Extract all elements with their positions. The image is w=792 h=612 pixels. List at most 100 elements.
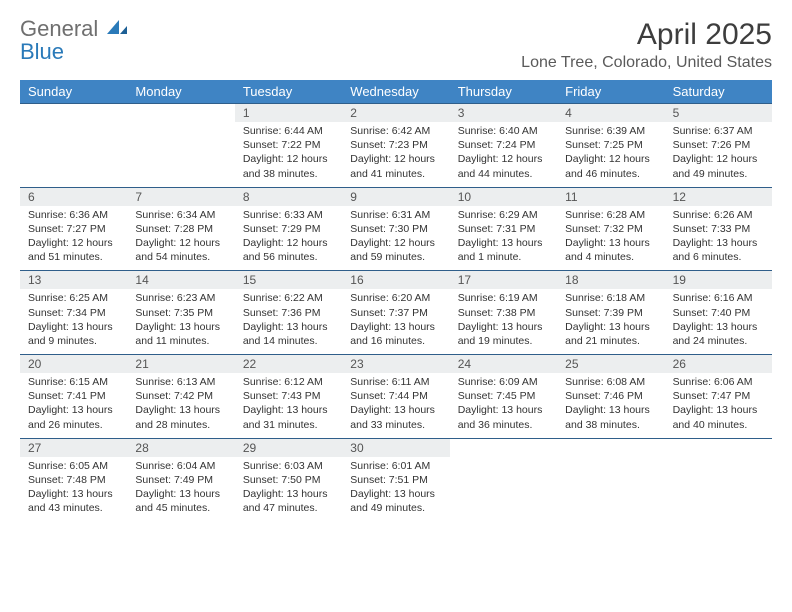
day-content: Sunrise: 6:06 AMSunset: 7:47 PMDaylight:… bbox=[665, 373, 772, 438]
day-number: 4 bbox=[557, 104, 664, 122]
day-content: Sunrise: 6:25 AMSunset: 7:34 PMDaylight:… bbox=[20, 289, 127, 354]
day-number bbox=[20, 104, 127, 122]
day-number: 26 bbox=[665, 355, 772, 373]
sunrise-text: Sunrise: 6:09 AM bbox=[458, 375, 549, 389]
sunset-text: Sunset: 7:48 PM bbox=[28, 473, 119, 487]
day-content: Sunrise: 6:28 AMSunset: 7:32 PMDaylight:… bbox=[557, 206, 664, 271]
day-number: 11 bbox=[557, 188, 664, 206]
sunset-text: Sunset: 7:32 PM bbox=[565, 222, 656, 236]
day-content: Sunrise: 6:15 AMSunset: 7:41 PMDaylight:… bbox=[20, 373, 127, 438]
day-number: 2 bbox=[342, 104, 449, 122]
daylight-text: Daylight: 13 hours and 28 minutes. bbox=[135, 403, 226, 431]
logo-part1: General bbox=[20, 16, 98, 41]
week-content-row: Sunrise: 6:15 AMSunset: 7:41 PMDaylight:… bbox=[20, 373, 772, 438]
daylight-text: Daylight: 12 hours and 59 minutes. bbox=[350, 236, 441, 264]
sunset-text: Sunset: 7:38 PM bbox=[458, 306, 549, 320]
day-number: 19 bbox=[665, 271, 772, 289]
daylight-text: Daylight: 13 hours and 38 minutes. bbox=[565, 403, 656, 431]
day-number: 10 bbox=[450, 188, 557, 206]
day-number: 22 bbox=[235, 355, 342, 373]
day-number: 8 bbox=[235, 188, 342, 206]
day-content: Sunrise: 6:11 AMSunset: 7:44 PMDaylight:… bbox=[342, 373, 449, 438]
daylight-text: Daylight: 13 hours and 26 minutes. bbox=[28, 403, 119, 431]
day-content: Sunrise: 6:34 AMSunset: 7:28 PMDaylight:… bbox=[127, 206, 234, 271]
sunrise-text: Sunrise: 6:42 AM bbox=[350, 124, 441, 138]
sunrise-text: Sunrise: 6:05 AM bbox=[28, 459, 119, 473]
sunset-text: Sunset: 7:33 PM bbox=[673, 222, 764, 236]
calendar: Sunday Monday Tuesday Wednesday Thursday… bbox=[20, 80, 772, 521]
day-number: 14 bbox=[127, 271, 234, 289]
day-content: Sunrise: 6:42 AMSunset: 7:23 PMDaylight:… bbox=[342, 122, 449, 187]
day-content: Sunrise: 6:01 AMSunset: 7:51 PMDaylight:… bbox=[342, 457, 449, 522]
daylight-text: Daylight: 13 hours and 1 minute. bbox=[458, 236, 549, 264]
day-content: Sunrise: 6:20 AMSunset: 7:37 PMDaylight:… bbox=[342, 289, 449, 354]
sunrise-text: Sunrise: 6:31 AM bbox=[350, 208, 441, 222]
week-daynum-row: 6789101112 bbox=[20, 187, 772, 206]
sunrise-text: Sunrise: 6:39 AM bbox=[565, 124, 656, 138]
day-number: 23 bbox=[342, 355, 449, 373]
day-number: 1 bbox=[235, 104, 342, 122]
weeks-container: 12345Sunrise: 6:44 AMSunset: 7:22 PMDayl… bbox=[20, 103, 772, 521]
day-content: Sunrise: 6:31 AMSunset: 7:30 PMDaylight:… bbox=[342, 206, 449, 271]
day-content: Sunrise: 6:12 AMSunset: 7:43 PMDaylight:… bbox=[235, 373, 342, 438]
day-content bbox=[450, 457, 557, 522]
daylight-text: Daylight: 12 hours and 54 minutes. bbox=[135, 236, 226, 264]
day-number: 9 bbox=[342, 188, 449, 206]
daylight-text: Daylight: 12 hours and 44 minutes. bbox=[458, 152, 549, 180]
dayname-tue: Tuesday bbox=[235, 80, 342, 103]
location-text: Lone Tree, Colorado, United States bbox=[521, 54, 772, 72]
day-number: 21 bbox=[127, 355, 234, 373]
day-number: 12 bbox=[665, 188, 772, 206]
day-content bbox=[557, 457, 664, 522]
day-number: 6 bbox=[20, 188, 127, 206]
dayname-sun: Sunday bbox=[20, 80, 127, 103]
sunset-text: Sunset: 7:24 PM bbox=[458, 138, 549, 152]
day-number: 30 bbox=[342, 439, 449, 457]
sunrise-text: Sunrise: 6:18 AM bbox=[565, 291, 656, 305]
logo-part2: Blue bbox=[20, 39, 64, 64]
sunrise-text: Sunrise: 6:23 AM bbox=[135, 291, 226, 305]
week-content-row: Sunrise: 6:05 AMSunset: 7:48 PM Daylight:… bbox=[20, 457, 772, 522]
sunset-text: Sunset: 7:30 PM bbox=[350, 222, 441, 236]
day-number bbox=[450, 439, 557, 457]
sunrise-text: Sunrise: 6:29 AM bbox=[458, 208, 549, 222]
daylight-text: Daylight: 13 hours and 24 minutes. bbox=[673, 320, 764, 348]
day-content: Sunrise: 6:04 AMSunset: 7:49 PMDaylight:… bbox=[127, 457, 234, 522]
daylight-text: Daylight: 12 hours and 46 minutes. bbox=[565, 152, 656, 180]
sunrise-text: Sunrise: 6:03 AM bbox=[243, 459, 334, 473]
day-content: Sunrise: 6:40 AMSunset: 7:24 PMDaylight:… bbox=[450, 122, 557, 187]
sunset-text: Sunset: 7:51 PM bbox=[350, 473, 441, 487]
day-number: 18 bbox=[557, 271, 664, 289]
day-content: Sunrise: 6:16 AMSunset: 7:40 PMDaylight:… bbox=[665, 289, 772, 354]
logo: General Blue bbox=[20, 18, 129, 64]
daylight-text: Daylight: 13 hours and 4 minutes. bbox=[565, 236, 656, 264]
day-number: 28 bbox=[127, 439, 234, 457]
sunset-text: Sunset: 7:45 PM bbox=[458, 389, 549, 403]
week-content-row: Sunrise: 6:36 AMSunset: 7:27 PMDaylight:… bbox=[20, 206, 772, 271]
sunset-text: Sunset: 7:44 PM bbox=[350, 389, 441, 403]
sunrise-text: Sunrise: 6:19 AM bbox=[458, 291, 549, 305]
week-daynum-row: 13141516171819 bbox=[20, 270, 772, 289]
sunrise-text: Sunrise: 6:08 AM bbox=[565, 375, 656, 389]
sunset-text: Sunset: 7:39 PM bbox=[565, 306, 656, 320]
daylight-text: Daylight: 13 hours and 9 minutes. bbox=[28, 320, 119, 348]
sunset-text: Sunset: 7:37 PM bbox=[350, 306, 441, 320]
sunset-text: Sunset: 7:49 PM bbox=[135, 473, 226, 487]
daylight-text: Daylight: 13 hours and 31 minutes. bbox=[243, 403, 334, 431]
sunset-text: Sunset: 7:43 PM bbox=[243, 389, 334, 403]
day-number: 24 bbox=[450, 355, 557, 373]
day-content bbox=[665, 457, 772, 522]
daylight-text: Daylight: 13 hours and 36 minutes. bbox=[458, 403, 549, 431]
sunset-text: Sunset: 7:40 PM bbox=[673, 306, 764, 320]
sunset-text: Sunset: 7:36 PM bbox=[243, 306, 334, 320]
day-number: 25 bbox=[557, 355, 664, 373]
day-number bbox=[127, 104, 234, 122]
daylight-text: Daylight: 13 hours and 40 minutes. bbox=[673, 403, 764, 431]
sunset-text: Sunset: 7:41 PM bbox=[28, 389, 119, 403]
sunset-text: Sunset: 7:25 PM bbox=[565, 138, 656, 152]
daylight-text: Daylight: 13 hours and 45 minutes. bbox=[135, 487, 226, 515]
day-content: Sunrise: 6:05 AMSunset: 7:48 PMDaylight:… bbox=[20, 457, 127, 522]
sunrise-text: Sunrise: 6:34 AM bbox=[135, 208, 226, 222]
day-content: Sunrise: 6:18 AMSunset: 7:39 PMDaylight:… bbox=[557, 289, 664, 354]
day-number: 13 bbox=[20, 271, 127, 289]
